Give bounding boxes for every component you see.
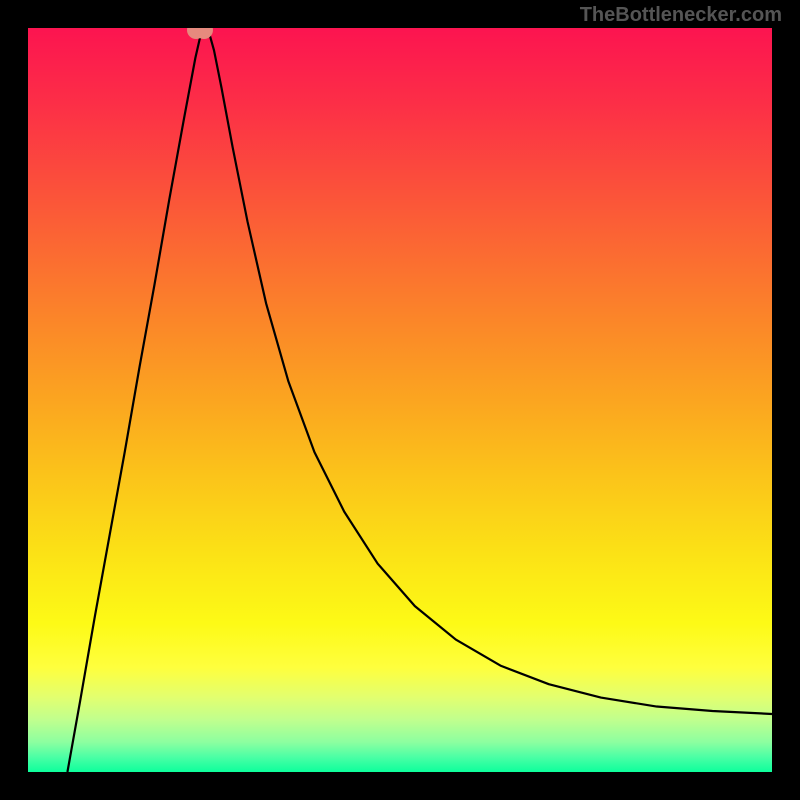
watermark-text: TheBottlenecker.com bbox=[580, 4, 782, 27]
bottleneck-curve bbox=[28, 28, 772, 772]
plot-area bbox=[28, 28, 772, 772]
